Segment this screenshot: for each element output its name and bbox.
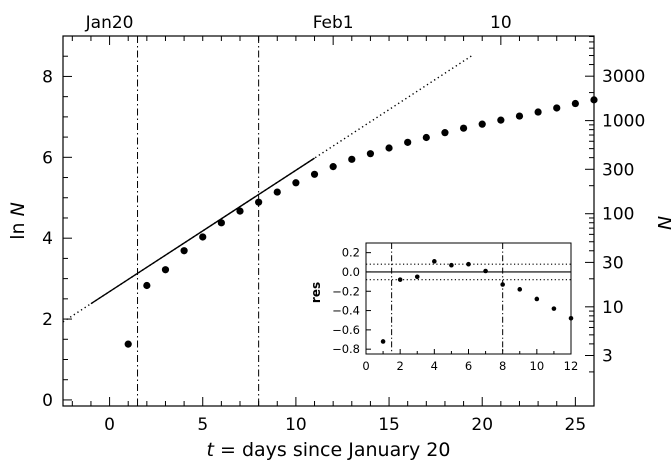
right-axis-title: N — [653, 216, 671, 230]
main-tick-marks — [63, 35, 595, 406]
right-tick-label: 100 — [602, 205, 634, 225]
top-date-label: Jan20 — [85, 13, 134, 33]
inset-x-tick-label: 6 — [465, 359, 472, 373]
inset-y-tick-label: −0.4 — [332, 304, 360, 318]
inset-residual-point — [500, 282, 505, 287]
y-axis-title-var: N — [7, 202, 29, 216]
data-point — [422, 133, 430, 142]
inset-y-axis-title: res — [309, 282, 323, 303]
right-tick-label: 10 — [602, 298, 624, 318]
inset-y-tick-label: 0.2 — [342, 246, 360, 260]
inset-y-tick-label: −0.6 — [332, 323, 360, 337]
x-tick-label: 20 — [471, 415, 493, 435]
data-point — [310, 170, 319, 178]
inset-residual-point — [551, 306, 557, 311]
data-point — [441, 129, 449, 137]
x-tick-labels: 0 5 10 15 20 25 — [104, 415, 586, 435]
inset-residual-points — [380, 259, 574, 344]
top-date-label: 10 — [490, 13, 512, 33]
data-point — [124, 340, 132, 348]
data-point — [534, 108, 542, 116]
right-tick-label: 3 — [602, 347, 613, 367]
right-tick-label: 1000 — [602, 112, 645, 132]
data-point — [515, 112, 524, 120]
y-tick-label: 6 — [42, 148, 53, 168]
y-axis-title: ln N — [7, 202, 29, 240]
inset-residual-point — [449, 262, 454, 268]
data-point — [553, 104, 561, 112]
y-tick-label: 2 — [42, 310, 53, 330]
inset-x-tick-labels: 0 2 4 6 8 10 12 — [362, 359, 578, 373]
inset-residual-plot: 0 2 4 6 8 10 12 0.2 0.0 −0.2 −0.4 −0.6 −0.8 res — [309, 241, 578, 378]
data-point — [273, 188, 281, 196]
fit-line-solid — [90, 157, 315, 305]
x-tick-label: 0 — [104, 415, 115, 435]
data-point — [348, 155, 356, 163]
data-point — [366, 150, 375, 158]
y-axis-title-fn: ln — [7, 216, 29, 239]
y-tick-label: 8 — [42, 67, 53, 87]
inset-residual-point — [432, 259, 437, 264]
data-points — [124, 96, 598, 348]
x-axis-title: t = days since January 20 — [207, 439, 451, 461]
inset-residual-point — [517, 287, 523, 292]
y-tick-labels: 0 2 4 6 8 — [42, 67, 53, 410]
data-point — [143, 281, 151, 290]
inset-residual-point — [466, 261, 471, 267]
inset-y-tick-labels: 0.2 0.0 −0.2 −0.4 −0.6 −0.8 — [332, 246, 360, 357]
inset-x-tick-label: 4 — [431, 359, 438, 373]
right-n-labels: 3 10 30 100 300 1000 3000 — [602, 67, 645, 366]
data-point — [255, 198, 263, 206]
inset-y-tick-label: 0.0 — [342, 265, 360, 279]
data-point — [217, 219, 225, 227]
inset-x-tick-label: 8 — [499, 359, 506, 373]
data-point — [161, 266, 170, 274]
data-point — [459, 124, 468, 132]
data-point — [404, 138, 412, 146]
inset-residual-point — [534, 296, 540, 302]
data-point — [571, 99, 579, 108]
right-tick-label: 3000 — [602, 67, 645, 87]
inset-x-tick-label: 0 — [362, 359, 369, 373]
inset-y-tick-label: −0.8 — [332, 342, 360, 356]
inset-residual-point — [568, 315, 574, 321]
inset-residual-point — [380, 339, 386, 344]
x-axis-title-var: t — [207, 439, 216, 461]
data-point — [199, 233, 207, 241]
right-tick-label: 30 — [602, 253, 624, 273]
data-point — [497, 116, 505, 124]
x-tick-label: 25 — [565, 415, 587, 435]
data-point — [590, 96, 598, 104]
inset-x-tick-label: 2 — [397, 359, 404, 373]
top-date-labels: Jan20 Feb1 10 — [85, 13, 512, 33]
inset-x-tick-label: 10 — [530, 359, 545, 373]
inset-tick-marks — [365, 252, 572, 354]
data-point — [180, 247, 188, 255]
inset-residual-point — [397, 277, 403, 282]
y-tick-label: 0 — [42, 391, 53, 411]
inset-y-tick-label: −0.2 — [332, 284, 360, 298]
data-point — [478, 120, 486, 128]
main-plot-frame — [62, 35, 595, 407]
right-tick-label: 300 — [602, 160, 634, 180]
fit-lines — [62, 54, 474, 323]
x-tick-label: 15 — [378, 415, 400, 435]
data-point — [329, 163, 337, 171]
data-point — [236, 207, 244, 215]
main-vertical-lines — [137, 36, 260, 406]
inset-x-tick-label: 12 — [564, 359, 579, 373]
x-axis-title-text: = days since January 20 — [214, 439, 451, 461]
inset-residual-point — [483, 268, 488, 274]
data-point — [385, 144, 393, 152]
top-date-label: Feb1 — [313, 13, 354, 33]
data-point — [292, 179, 300, 187]
x-tick-label: 5 — [197, 415, 208, 435]
x-tick-label: 10 — [285, 415, 307, 435]
y-tick-label: 4 — [42, 229, 53, 249]
inset-residual-point — [414, 274, 420, 280]
